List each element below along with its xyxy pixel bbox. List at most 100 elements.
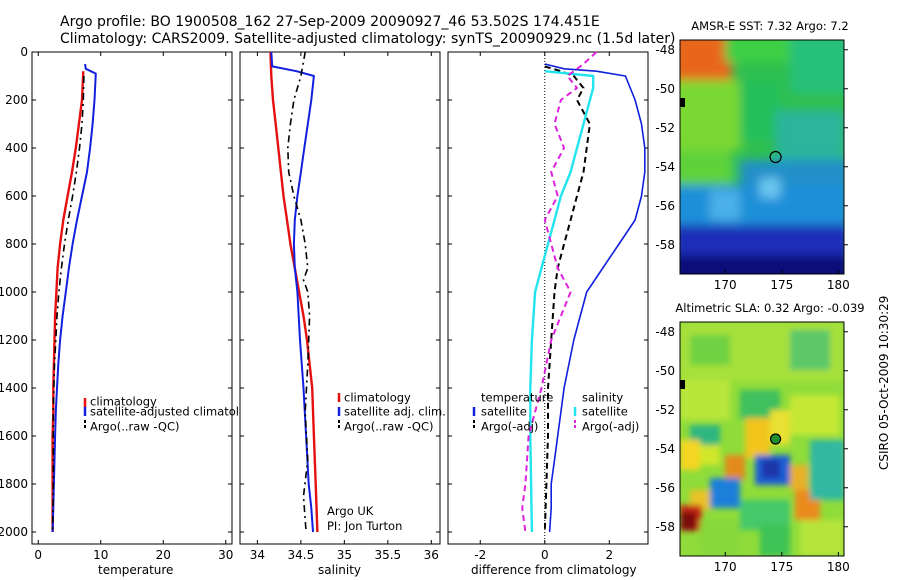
- legend-label-climatology: climatology: [344, 391, 411, 405]
- series-line-satellite-adj-clim: [270, 51, 315, 533]
- y-tick-label: -54: [655, 442, 675, 456]
- temperature-ticks: 0 10 20 30 0 200 400 600 800 1000 1200 1400 1600 1800…: [0, 45, 233, 562]
- series-line-argo-raw-qc: [51, 75, 85, 533]
- x-tick-label: 170: [714, 560, 737, 574]
- figure-title-line1: Argo profile: BO 1900508_162 27-Sep-2009…: [60, 14, 600, 30]
- x-tick-label: 20: [156, 548, 171, 562]
- legend-label-argo: Argo(..raw -QC): [90, 420, 180, 434]
- y-tick-label: -50: [655, 364, 675, 378]
- x-tick-label: 175: [770, 278, 793, 292]
- platform-annotation: Argo UK: [327, 504, 374, 518]
- temperature-legend: climatology satellite-adjusted climatolo…: [83, 395, 260, 434]
- x-tick-label: -2: [474, 548, 486, 562]
- sst-map-ticks: 170 175 180 -48 -50 -52 -54 -56 -58: [655, 43, 849, 292]
- y-tick-label: 2000: [0, 525, 28, 539]
- legend-label-satellite: satellite adj. clim.: [344, 405, 446, 419]
- legend-label-sal-satellite: satellite: [582, 405, 628, 419]
- legend-label-climatology: climatology: [90, 395, 157, 409]
- x-tick-label: 180: [827, 560, 850, 574]
- y-tick-label: 400: [5, 141, 28, 155]
- temperature-xlabel: temperature: [98, 563, 173, 577]
- series-line-satellite-adjusted-climatology: [51, 63, 97, 533]
- y-tick-label: 0: [20, 45, 28, 59]
- x-tick-label: 34: [250, 548, 265, 562]
- x-tick-label: 35.5: [374, 548, 401, 562]
- temperature-axes-frame: [31, 51, 233, 545]
- y-tick-label: -52: [655, 121, 675, 135]
- y-tick-label: -56: [655, 199, 675, 213]
- difference-lines: [521, 51, 646, 533]
- x-tick-label: 175: [770, 560, 793, 574]
- x-tick-label: 34.5: [288, 548, 315, 562]
- legend-label-sal-argo: Argo(-adj): [582, 420, 639, 434]
- salinity-xlabel: salinity: [318, 563, 361, 577]
- series-line-climatology: [269, 51, 319, 533]
- difference-legend-temperature: temperature satellite Argo(-adj): [472, 391, 553, 434]
- sla-map-title: Altimetric SLA: 0.32 Argo: -0.039: [675, 301, 864, 315]
- salinity-axes-frame: [239, 51, 441, 545]
- y-tick-label: -48: [655, 325, 675, 339]
- x-tick-label: 0: [34, 548, 42, 562]
- salinity-panel: 34 34.5 35 35.5 36 salinity climatology sate…: [239, 51, 446, 577]
- salinity-ticks: 34 34.5 35 35.5 36: [240, 51, 440, 562]
- y-tick-label: -56: [655, 481, 675, 495]
- figure-title-line2: Climatology: CARS2009. Satellite-adjuste…: [60, 31, 675, 47]
- x-tick-label: 0: [541, 548, 549, 562]
- pi-annotation: PI: Jon Turton: [327, 519, 402, 533]
- series-line-salinity-argo-adj: [521, 51, 598, 533]
- x-tick-label: 35: [337, 548, 352, 562]
- temperature-panel: 0 10 20 30 0 200 400 600 800 1000 1200 1400 1600 1800…: [0, 45, 260, 577]
- series-line-salinity-satellite: [529, 70, 595, 533]
- y-tick-label: 200: [5, 93, 28, 107]
- legend-label-satellite: satellite-adjusted climatology: [90, 405, 260, 419]
- legend-label-temp-satellite: satellite: [481, 405, 527, 419]
- legend-heading-temperature: temperature: [481, 391, 553, 405]
- temperature-lines: [51, 63, 97, 533]
- sst-map-frame: [679, 39, 845, 275]
- sla-map-frame: [679, 321, 845, 557]
- salinity-lines: [269, 51, 319, 533]
- x-tick-label: 180: [827, 278, 850, 292]
- y-tick-label: 1200: [0, 333, 28, 347]
- y-tick-label: 1400: [0, 381, 28, 395]
- series-line-temperature-argo-adj: [543, 65, 591, 533]
- sst-map-field: [680, 40, 844, 274]
- sla-argo-location-marker: [769, 433, 782, 445]
- difference-ticks: -2 0 2: [448, 51, 648, 562]
- y-tick-label: -58: [655, 238, 675, 252]
- y-tick-label: -52: [655, 403, 675, 417]
- salinity-legend: climatology satellite adj. clim. Argo(..…: [337, 391, 446, 434]
- y-tick-label: 1600: [0, 429, 28, 443]
- sst-map-panel: AMSR-E SST: 7.32 Argo: 7.2 170 175 180-4: [655, 19, 849, 292]
- timestamp-stamp: CSIRO 05-Oct-2009 10:30:29: [877, 296, 891, 470]
- series-line-temperature-satellite: [544, 63, 646, 533]
- y-tick-label: 600: [5, 189, 28, 203]
- sst-map-title: AMSR-E SST: 7.32 Argo: 7.2: [691, 19, 848, 33]
- y-tick-label: 1000: [0, 285, 28, 299]
- series-line-argo-raw-qc: [286, 51, 311, 533]
- legend-label-temp-argo: Argo(-adj): [481, 420, 538, 434]
- x-tick-label: 36: [424, 548, 439, 562]
- difference-panel: -2 0 2 difference from climatology tempera…: [447, 51, 649, 577]
- sla-map-field: [680, 322, 844, 556]
- y-tick-label: -58: [655, 520, 675, 534]
- sst-argo-location-marker: [769, 150, 782, 164]
- coastline-fragment: [680, 98, 685, 107]
- sla-map-panel: Altimetric SLA: 0.32 Argo: -0.039: [655, 301, 864, 574]
- difference-xlabel: difference from climatology: [471, 563, 637, 577]
- y-tick-label: -54: [655, 160, 675, 174]
- y-tick-label: -48: [655, 43, 675, 57]
- sla-map-ticks: 170 175 180 -48 -50 -52 -54 -56 -58: [655, 325, 849, 574]
- y-tick-label: -50: [655, 82, 675, 96]
- x-tick-label: 30: [218, 548, 233, 562]
- difference-legend-salinity: salinity satellite Argo(-adj): [573, 391, 639, 434]
- y-tick-label: 800: [5, 237, 28, 251]
- legend-label-argo: Argo(..raw -QC): [344, 420, 434, 434]
- x-tick-label: 10: [93, 548, 108, 562]
- difference-axes-frame: [447, 51, 649, 545]
- legend-heading-salinity: salinity: [582, 391, 623, 405]
- x-tick-label: 2: [605, 548, 613, 562]
- x-tick-label: 170: [714, 278, 737, 292]
- y-tick-label: 1800: [0, 477, 28, 491]
